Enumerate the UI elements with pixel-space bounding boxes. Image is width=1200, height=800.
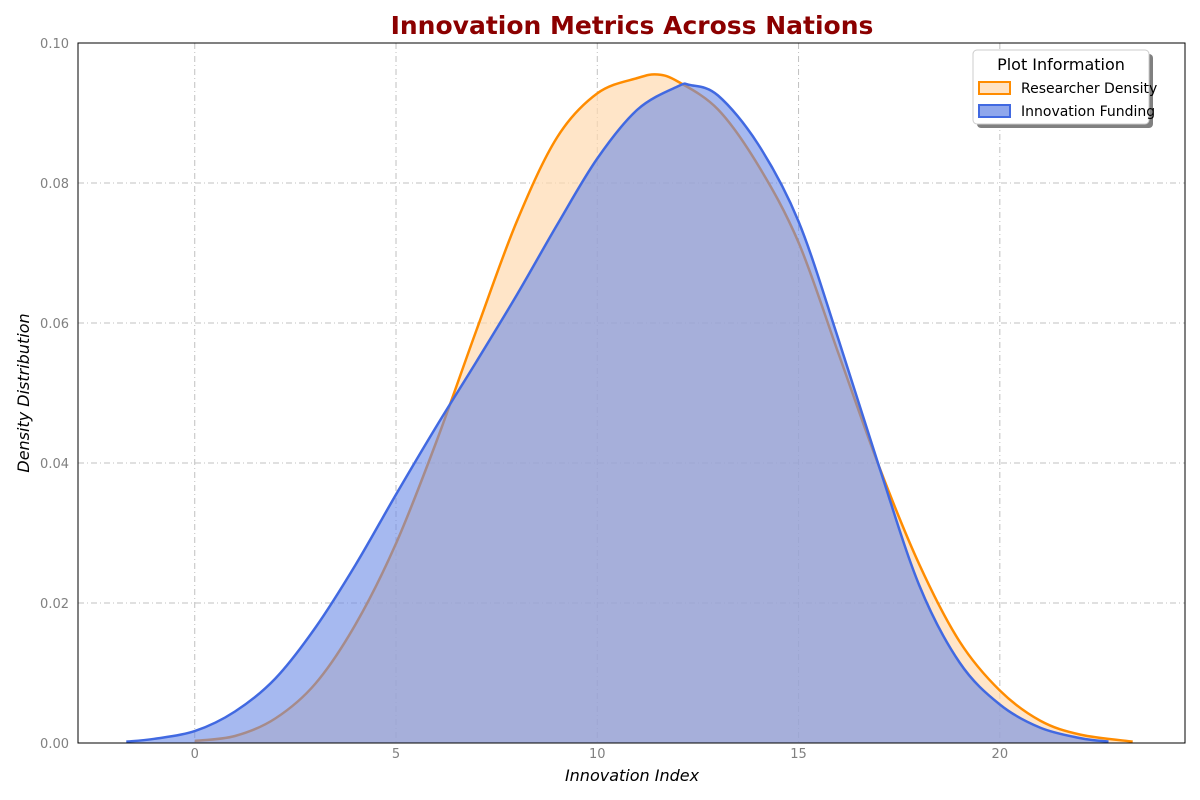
y-tick-label: 0.10	[40, 37, 69, 52]
plot-area-frame	[77, 42, 1186, 744]
legend-title: Plot Information	[997, 55, 1125, 74]
innovation-funding-area	[126, 83, 1109, 744]
legend-box	[972, 49, 1150, 125]
legend-label-innovation-funding: Innovation Funding	[1021, 104, 1155, 120]
x-tick-label: 5	[392, 747, 400, 762]
innovation-funding-line	[126, 82, 1109, 743]
x-axis-ticks: 0 5 10 15 20	[191, 747, 1009, 762]
y-tick-label: 0.06	[40, 317, 69, 332]
y-tick-label: 0.02	[40, 597, 69, 612]
legend-swatch-innovation-funding	[978, 104, 1011, 118]
series-layer	[126, 73, 1133, 744]
x-tick-label: 15	[790, 747, 807, 762]
x-tick-label: 10	[589, 747, 606, 762]
chart-title: Innovation Metrics Across Nations	[391, 11, 874, 40]
y-tick-label: 0.04	[40, 457, 69, 472]
x-axis-label: Innovation Index	[565, 766, 700, 785]
legend-swatch-researcher-density	[978, 81, 1011, 95]
legend-label-researcher-density: Researcher Density	[1021, 81, 1157, 97]
y-tick-label: 0.08	[40, 177, 69, 192]
legend: Plot Information Researcher Density Inno…	[972, 49, 1157, 128]
x-tick-label: 20	[992, 747, 1009, 762]
y-axis-label: Density Distribution	[14, 313, 33, 472]
y-tick-label: 0.00	[40, 737, 69, 752]
y-axis-ticks: 0.00 0.02 0.04 0.06 0.08 0.10	[40, 37, 69, 752]
x-tick-label: 0	[191, 747, 199, 762]
